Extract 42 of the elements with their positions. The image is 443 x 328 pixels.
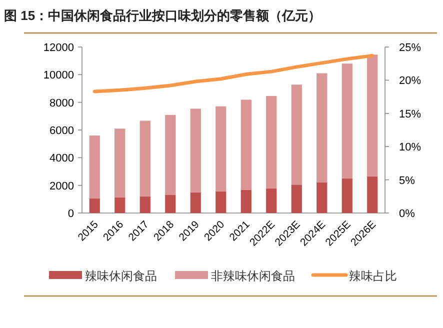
y2-tick-label: 0% <box>399 208 416 220</box>
y-tick-label: 8000 <box>50 97 74 110</box>
legend-label: 辣味占比 <box>349 269 397 283</box>
y2-tick-label: 25% <box>399 42 422 54</box>
bar <box>216 106 226 192</box>
y-tick-label: 10000 <box>43 70 74 82</box>
bar <box>216 191 226 213</box>
bar <box>316 182 328 213</box>
bar <box>240 190 252 213</box>
bar <box>114 197 126 213</box>
bar <box>114 128 126 198</box>
bar <box>291 184 302 213</box>
bar <box>89 198 100 213</box>
bar <box>140 196 150 213</box>
y-tick-label: 12000 <box>43 42 74 54</box>
y2-tick-label: 15% <box>399 108 422 120</box>
y-tick-label: 6000 <box>50 125 74 137</box>
y-tick-label: 0 <box>68 208 74 220</box>
y-tick-label: 2000 <box>50 180 74 192</box>
y-tick-label: 4000 <box>50 152 74 165</box>
bar <box>266 188 277 213</box>
legend-label: 非辣味休闲食品 <box>211 269 295 283</box>
bar <box>342 178 352 213</box>
bar <box>240 100 252 190</box>
y2-tick-label: 20% <box>399 75 422 88</box>
bar <box>291 84 302 185</box>
bar <box>190 192 201 213</box>
bar <box>367 176 378 213</box>
y2-tick-label: 10% <box>399 142 422 154</box>
bar <box>316 73 328 182</box>
bar <box>89 136 100 198</box>
legend-label: 辣味休闲食品 <box>85 269 157 283</box>
y2-tick-label: 5% <box>399 174 416 187</box>
bar <box>266 96 277 188</box>
line-series <box>92 54 374 94</box>
bar <box>342 64 352 178</box>
bar <box>367 54 378 176</box>
chart-title: 图 15：中国休闲食品行业按口味划分的零售额（亿元） <box>4 8 322 23</box>
bar <box>140 120 150 196</box>
bar <box>165 195 176 213</box>
bar <box>190 108 201 192</box>
bar <box>165 114 176 196</box>
